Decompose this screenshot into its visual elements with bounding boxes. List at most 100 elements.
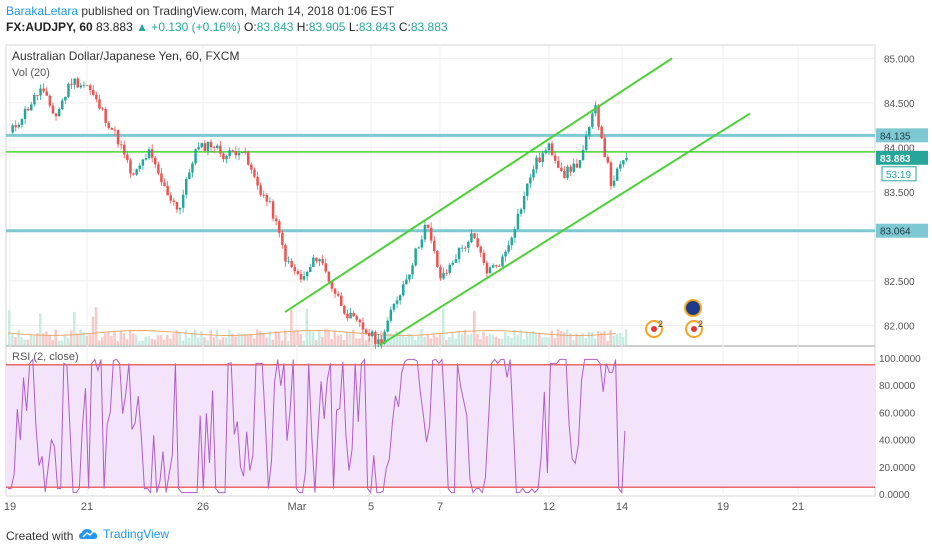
- volume-bar: [513, 330, 516, 345]
- channel-line: [379, 112, 751, 346]
- volume-bar: [144, 336, 147, 345]
- candle-body: [448, 264, 451, 274]
- australia-flag-icon[interactable]: [684, 299, 702, 317]
- rsi-series-line: [8, 357, 626, 494]
- candle-body: [436, 251, 439, 267]
- candle-body: [442, 272, 445, 279]
- candle-body: [560, 167, 563, 171]
- volume-bars: [7, 307, 628, 345]
- candle-body: [293, 267, 296, 272]
- volume-bar: [398, 331, 402, 345]
- candle-body: [476, 238, 479, 247]
- volume-bar: [442, 308, 445, 345]
- volume-bar: [184, 329, 188, 345]
- chart-labels: 84.135 83.064 83.883 53:19 Australian Dollar…: [12, 49, 928, 363]
- candle-body: [367, 332, 371, 337]
- candle-body: [488, 267, 492, 274]
- volume-bar: [234, 336, 237, 345]
- candle-body: [340, 295, 343, 306]
- price-chart[interactable]: 19 21 26 Mar 5 7 12 14 19 2185.00084.50084.00083.…: [0, 40, 932, 520]
- volume-bar: [603, 331, 606, 345]
- axes: 19 21 26 Mar 5 7 12 14 19 2185.00084.50084.00083.…: [4, 54, 921, 513]
- low-label: L:: [348, 20, 359, 34]
- candle-body: [464, 247, 467, 249]
- candle-body: [522, 195, 526, 210]
- volume-bar: [110, 336, 113, 345]
- candle-body: [30, 104, 33, 111]
- candle-body: [355, 316, 358, 320]
- volume-bar: [107, 331, 110, 345]
- candle-body: [200, 143, 203, 148]
- candle-body: [188, 172, 191, 180]
- volume-bar: [225, 337, 228, 345]
- price-level-box: [876, 223, 928, 238]
- candle-body: [305, 272, 309, 277]
- volume-bar: [559, 330, 563, 345]
- horizontal-lines[interactable]: [6, 133, 875, 233]
- volume-bar: [500, 338, 504, 345]
- volume-bar: [63, 335, 67, 345]
- candle-body: [312, 257, 315, 267]
- candle-body: [395, 300, 399, 304]
- volume-bar: [572, 340, 575, 345]
- candle-body: [160, 173, 163, 183]
- volume-bar: [494, 336, 498, 345]
- candle-body: [411, 265, 414, 275]
- candle-body: [361, 322, 365, 330]
- candle-body: [429, 227, 433, 241]
- candle-body: [33, 95, 36, 105]
- candle-body: [119, 144, 123, 146]
- candle-body: [228, 150, 231, 157]
- volume-bar: [70, 330, 73, 345]
- volume-bar: [132, 333, 135, 345]
- footer: Created with TradingView: [0, 520, 932, 550]
- candle-body: [39, 88, 42, 96]
- candle-body: [194, 149, 197, 164]
- candle-body: [603, 138, 606, 157]
- candle-body: [216, 145, 219, 149]
- y-tick-label: 83.500: [884, 188, 915, 199]
- candle-body: [566, 166, 569, 178]
- volume-bar: [181, 340, 185, 345]
- candle-body: [526, 183, 529, 196]
- candle-body: [85, 84, 89, 86]
- author-link[interactable]: BarakaLetara: [6, 4, 79, 18]
- event-dot: [651, 326, 657, 332]
- candle-body: [271, 201, 275, 219]
- candle-body: [107, 122, 110, 128]
- candle-body: [600, 126, 603, 139]
- trend-channel[interactable]: [284, 57, 751, 346]
- volume-bar: [259, 330, 262, 345]
- candle-body: [157, 164, 160, 174]
- price-level-label: 84.135: [880, 131, 911, 142]
- tradingview-cloud-icon: [79, 529, 98, 539]
- candle-body: [439, 266, 442, 279]
- candle-body: [116, 130, 120, 145]
- candle-body: [550, 143, 554, 156]
- volume-bar: [547, 337, 550, 345]
- current-price-box: [876, 150, 928, 165]
- candle-body: [212, 147, 216, 149]
- candle-body: [178, 207, 182, 210]
- price-level-label: 83.064: [880, 227, 911, 238]
- candle-body: [352, 312, 355, 317]
- volume-bar: [510, 338, 513, 345]
- candle-body: [88, 85, 92, 91]
- candle-body: [609, 162, 613, 186]
- volume-bar: [355, 338, 358, 345]
- volume-bar: [590, 332, 594, 345]
- volume-bar: [454, 338, 457, 345]
- tradingview-brand-text: TradingView: [103, 527, 170, 541]
- rsi-line: [8, 357, 626, 494]
- candle-body: [460, 247, 464, 249]
- volume-bar: [528, 333, 532, 345]
- candle-body: [346, 313, 349, 319]
- candle-body: [42, 88, 45, 92]
- candle-body: [482, 252, 486, 263]
- candle-body: [386, 320, 389, 332]
- tradingview-brand[interactable]: TradingView: [79, 527, 169, 541]
- candle-body: [110, 127, 114, 130]
- volume-bar: [479, 339, 482, 345]
- candle-body: [426, 224, 430, 228]
